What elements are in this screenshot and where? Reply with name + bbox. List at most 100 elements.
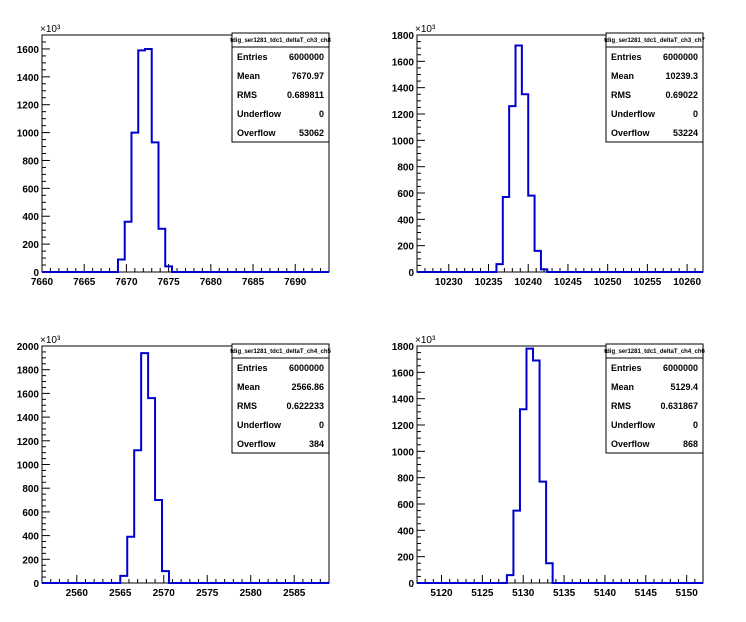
histogram-outline <box>42 47 329 273</box>
y-tick-label: 0 <box>33 268 39 279</box>
stats-value: 6000000 <box>289 52 324 62</box>
y-tick-label: 200 <box>22 555 39 566</box>
y-tick-label: 600 <box>22 508 39 519</box>
histogram-bin <box>155 500 162 583</box>
stats-box: tdig_ser1281_tdc1_deltaT_ch3_ch7 Entries 6… <box>604 32 706 143</box>
histogram-bin <box>141 353 148 583</box>
x-tick-label: 5125 <box>471 588 494 599</box>
y-tick-label: 1800 <box>392 31 415 42</box>
stats-value: 7670.97 <box>291 71 324 81</box>
x-tick-label: 7690 <box>284 277 307 288</box>
y-tick-label: 1600 <box>17 45 40 56</box>
stats-value: 53062 <box>299 128 324 138</box>
x-tick-label: 7680 <box>200 277 223 288</box>
y-tick-label: 400 <box>22 212 39 223</box>
x-tick-label: 7665 <box>73 277 96 288</box>
stats-label: Overflow <box>237 128 277 138</box>
y-tick-label: 400 <box>22 532 39 543</box>
stats-value: 6000000 <box>663 363 698 373</box>
histogram-bin <box>118 259 125 272</box>
y-tick-label: 800 <box>22 156 39 167</box>
stats-label: Mean <box>237 382 260 392</box>
stats-box-frame <box>605 343 704 454</box>
x-tick-label: 2565 <box>109 588 132 599</box>
stats-label: Underflow <box>611 420 656 430</box>
y-tick-label: 1400 <box>17 73 40 84</box>
stats-label: Entries <box>237 363 268 373</box>
stats-box: tdig_ser1281_tdc1_deltaT_ch3_ch8 Entries 6… <box>230 32 332 143</box>
y-tick-label: 1000 <box>392 447 415 458</box>
histogram-bin <box>152 142 159 272</box>
x-tick-label: 10245 <box>554 277 582 288</box>
stats-value: 53224 <box>673 128 698 138</box>
stats-box-frame <box>231 32 330 143</box>
histogram-bin <box>134 450 141 583</box>
histogram-panel-3: 2560 2565 2570 2575 2580 2585 0 200 400 600 800 100… <box>17 335 332 599</box>
y-multiplier-label: ×10³ <box>40 335 61 346</box>
stats-label: Overflow <box>237 439 277 449</box>
stats-value: 0.689811 <box>287 90 324 100</box>
y-tick-label: 1400 <box>392 84 415 95</box>
y-tick-label: 1000 <box>392 136 415 147</box>
x-tick-label: 10240 <box>514 277 542 288</box>
x-tick-label: 2570 <box>153 588 176 599</box>
x-tick-label: 2585 <box>283 588 306 599</box>
x-tick-label: 7670 <box>115 277 138 288</box>
y-tick-label: 1000 <box>17 129 40 140</box>
y-tick-label: 1000 <box>17 461 40 472</box>
stats-value: 0 <box>693 109 698 119</box>
stats-value: 0.631867 <box>660 401 698 411</box>
y-multiplier-label: ×10³ <box>415 335 436 346</box>
y-tick-label: 800 <box>397 474 414 485</box>
histogram-bin <box>158 229 165 272</box>
stats-label: RMS <box>237 90 257 100</box>
stats-value: 0 <box>693 420 698 430</box>
y-tick-label: 400 <box>397 526 414 537</box>
stats-label: RMS <box>611 90 631 100</box>
stats-box-title: tdig_ser1281_tdc1_deltaT_ch4_ch6 <box>604 349 705 355</box>
x-tick-label: 7685 <box>242 277 265 288</box>
x-tick-label: 10250 <box>594 277 622 288</box>
stats-box: tdig_ser1281_tdc1_deltaT_ch4_ch5 Entries 6… <box>230 343 332 454</box>
x-tick-label: 5135 <box>553 588 576 599</box>
x-tick-label: 2560 <box>66 588 89 599</box>
y-tick-label: 1400 <box>392 395 415 406</box>
stats-label: Mean <box>611 382 634 392</box>
y-tick-label: 200 <box>397 242 414 253</box>
x-tick-label: 7675 <box>157 277 180 288</box>
histogram-bin <box>131 133 138 272</box>
stats-label: Entries <box>611 52 642 62</box>
y-tick-label: 1200 <box>17 101 40 112</box>
y-tick-label: 0 <box>408 268 414 279</box>
x-tick-label: 2575 <box>196 588 219 599</box>
y-tick-label: 1200 <box>392 421 415 432</box>
x-tick-label: 5145 <box>635 588 658 599</box>
x-tick-label: 2580 <box>240 588 263 599</box>
stats-box-title: tdig_ser1281_tdc1_deltaT_ch3_ch8 <box>230 38 331 44</box>
stats-label: Entries <box>237 52 268 62</box>
stats-box-frame <box>231 343 330 454</box>
stats-label: Mean <box>611 71 634 81</box>
y-tick-label: 1600 <box>392 57 415 68</box>
stats-label: Underflow <box>611 109 656 119</box>
histogram-panel-1: 7660 7665 7670 7675 7680 7685 7690 0 200 400 600 80… <box>17 24 332 288</box>
histogram-outline <box>417 347 703 584</box>
x-tick-label: 10235 <box>475 277 503 288</box>
stats-box-title: tdig_ser1281_tdc1_deltaT_ch3_ch7 <box>604 38 705 44</box>
y-tick-label: 0 <box>33 579 39 590</box>
y-tick-label: 1800 <box>17 366 40 377</box>
stats-value: 384 <box>309 439 324 449</box>
histogram-bin <box>127 537 134 583</box>
x-tick-label: 7660 <box>31 277 54 288</box>
stats-value: 5129.4 <box>670 382 698 392</box>
x-tick-label: 10260 <box>673 277 701 288</box>
histogram-bin <box>138 50 145 272</box>
y-tick-label: 400 <box>397 215 414 226</box>
y-tick-label: 600 <box>22 184 39 195</box>
y-tick-label: 200 <box>22 240 39 251</box>
x-tick-label: 10255 <box>633 277 661 288</box>
x-tick-label: 5150 <box>676 588 699 599</box>
stats-label: Mean <box>237 71 260 81</box>
stats-box-title: tdig_ser1281_tdc1_deltaT_ch4_ch5 <box>230 349 331 355</box>
